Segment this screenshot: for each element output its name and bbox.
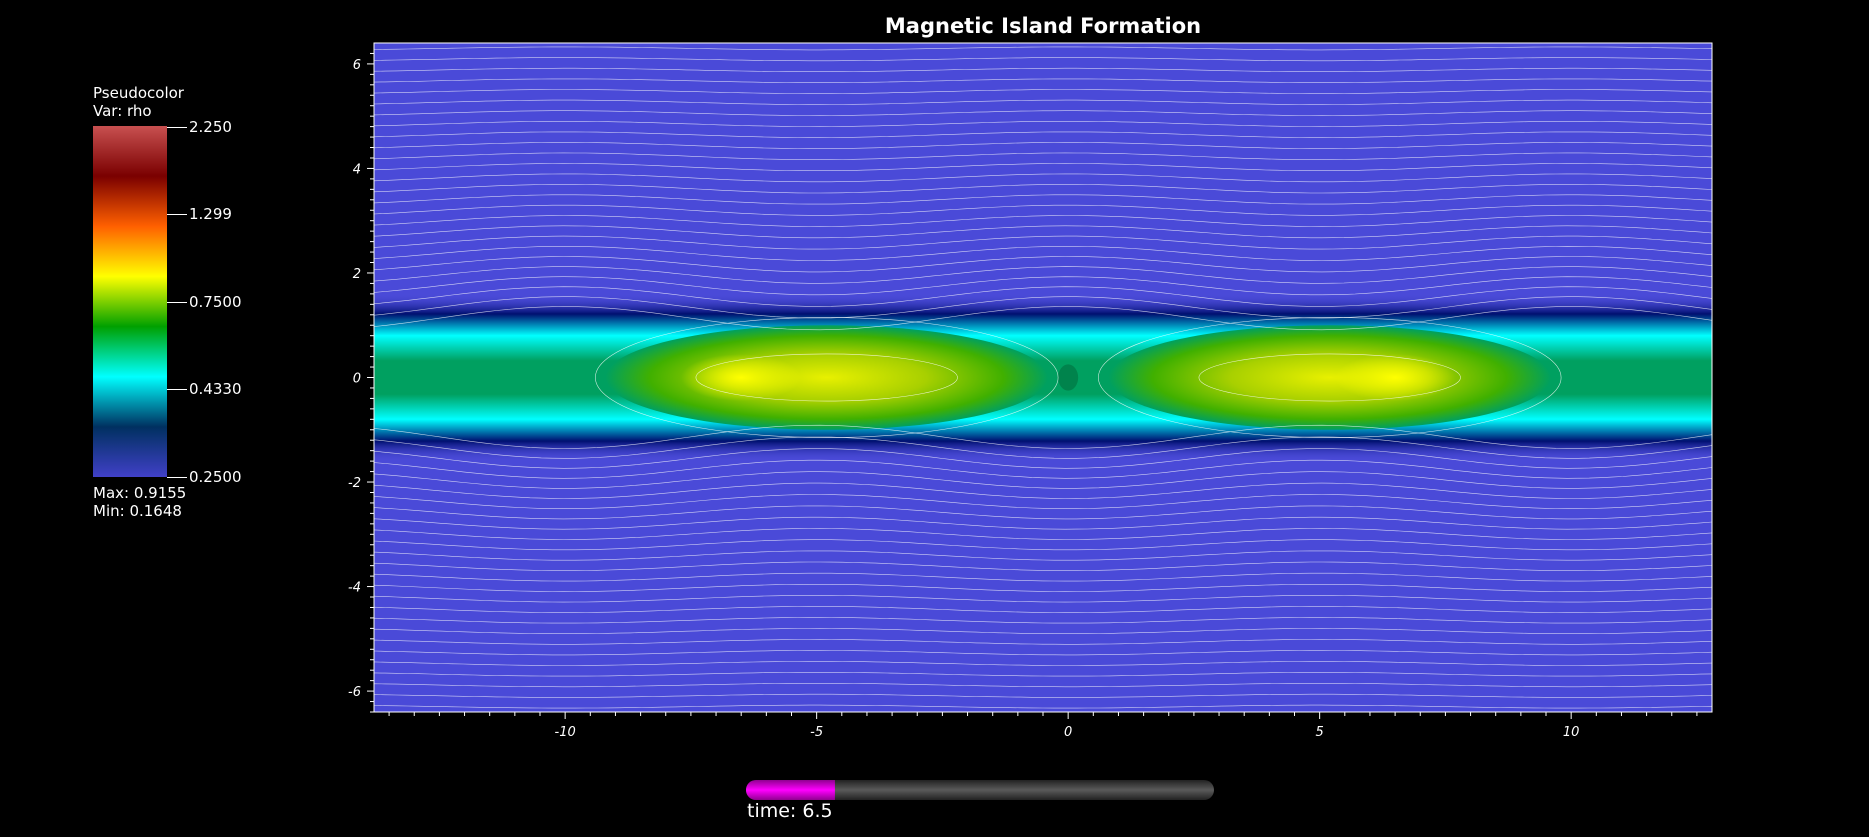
- field-line: [374, 606, 1712, 613]
- island-contour: [695, 353, 958, 402]
- field-line: [374, 516, 1712, 530]
- field-line: [374, 693, 1712, 698]
- heatmap-field: [374, 43, 1712, 712]
- colorbar-legend: Pseudocolor Var: rho: [93, 84, 283, 120]
- field-line: [374, 256, 1712, 273]
- island-density-peak: [680, 353, 802, 402]
- min-value-label: Min: 0.1648: [93, 502, 182, 520]
- field-line: [374, 704, 1712, 709]
- x-tick-label: 5: [1316, 725, 1324, 740]
- data-range-stats: Max: 0.9155 Min: 0.1648: [93, 484, 186, 520]
- island-contour: [595, 317, 1059, 438]
- max-value-label: Max: 0.9155: [93, 484, 187, 502]
- x-tick-label: -5: [810, 725, 823, 740]
- field-line: [374, 142, 1712, 149]
- colorbar-tick: 0.4330: [167, 381, 242, 397]
- field-line: [374, 639, 1712, 645]
- field-line: [374, 204, 1712, 216]
- field-line: [374, 131, 1712, 138]
- field-line: [374, 550, 1712, 561]
- field-line: [374, 152, 1712, 161]
- y-tick-label: -4: [348, 581, 361, 596]
- x-point: [1058, 364, 1079, 391]
- x-tick-label: 0: [1064, 725, 1072, 740]
- legend-variable: Var: rho: [93, 102, 152, 120]
- island-contour: [1098, 317, 1562, 438]
- field-line: [374, 78, 1712, 84]
- time-track: [746, 780, 1214, 800]
- field-line: [374, 46, 1712, 51]
- field-line: [374, 194, 1712, 205]
- field-line: [374, 561, 1712, 571]
- field-line: [374, 245, 1712, 261]
- colorbar-gradient: [93, 126, 167, 477]
- field-line: [374, 235, 1712, 250]
- field-line: [374, 494, 1712, 510]
- colorbar-tick: 0.2500: [167, 469, 242, 485]
- x-tick-label: -10: [555, 725, 576, 740]
- field-line: [374, 215, 1712, 227]
- field-line: [374, 184, 1712, 194]
- field-line: [374, 163, 1712, 171]
- y-tick-label: -6: [348, 685, 361, 700]
- field-line: [374, 296, 1712, 319]
- legend-title: Pseudocolor: [93, 84, 184, 102]
- field-line: [374, 683, 1712, 688]
- colorbar-tick: 0.7500: [167, 294, 242, 310]
- field-line: [374, 173, 1712, 183]
- field-line: [374, 67, 1712, 72]
- field-line: [374, 628, 1712, 634]
- field-line: [374, 661, 1712, 666]
- field-line: [374, 89, 1712, 94]
- field-line: [374, 482, 1712, 499]
- y-tick-label: 2: [353, 267, 361, 282]
- field-line: [374, 650, 1712, 656]
- field-line: [374, 436, 1712, 459]
- field-line: [374, 594, 1712, 603]
- field-line: [374, 671, 1712, 677]
- field-line: [374, 306, 1712, 331]
- field-line: [374, 505, 1712, 520]
- y-tick-label: -2: [348, 476, 361, 491]
- field-line: [374, 471, 1712, 489]
- field-line: [374, 584, 1712, 592]
- field-line: [374, 110, 1712, 116]
- colorbar-tick: 2.250: [167, 119, 232, 135]
- field-line: [374, 225, 1712, 239]
- y-tick-label: 0: [353, 372, 361, 387]
- field-line: [374, 276, 1712, 296]
- field-line: [374, 266, 1712, 284]
- y-tick-label: 4: [353, 162, 361, 177]
- y-tick-label: 6: [353, 58, 361, 73]
- time-progress-fill: [746, 780, 835, 800]
- island-contour: [1198, 353, 1461, 402]
- time-slider: [746, 780, 1214, 800]
- field-line: [374, 448, 1712, 469]
- time-label: time: 6.5: [747, 800, 833, 822]
- field-line: [374, 572, 1712, 582]
- field-line: [374, 286, 1712, 307]
- field-line: [374, 99, 1712, 105]
- field-line: [374, 459, 1712, 479]
- chart-title: Magnetic Island Formation: [884, 14, 1202, 38]
- island-density-peak: [1334, 353, 1456, 402]
- field-line: [374, 528, 1712, 540]
- field-line: [374, 539, 1712, 551]
- magnetic-island: [1108, 325, 1552, 430]
- x-tick-label: 10: [1563, 725, 1580, 740]
- field-line: [374, 617, 1712, 624]
- colorbar-tick: 1.299: [167, 206, 232, 222]
- field-line: [374, 424, 1712, 449]
- magnetic-island: [605, 325, 1049, 430]
- field-line: [374, 57, 1712, 62]
- field-line: [374, 121, 1712, 127]
